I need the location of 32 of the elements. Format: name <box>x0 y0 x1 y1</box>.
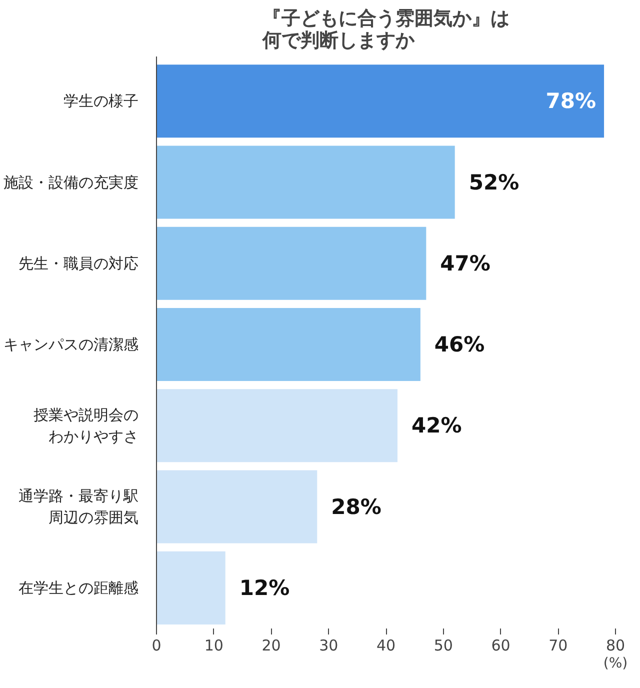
x-tick-label: 30 <box>319 636 338 654</box>
y-tick-label: 先生・職員の対応 <box>18 254 138 272</box>
data-label: 28% <box>331 494 382 519</box>
bar <box>156 389 398 462</box>
x-tick-label: 70 <box>548 636 568 654</box>
bar <box>156 64 604 138</box>
x-tick-label: 0 <box>152 636 162 654</box>
data-label: 46% <box>434 332 485 357</box>
y-tick-label: 学生の様子 <box>64 92 138 110</box>
chart-title: 『子どもに合う雰囲気か』は何で判断しますか <box>262 8 510 52</box>
x-tick-label: 20 <box>262 636 281 654</box>
data-label: 78% <box>546 89 596 114</box>
data-label: 52% <box>468 170 520 194</box>
y-tick-label: キャンパスの清潔感 <box>4 336 138 354</box>
bar <box>156 551 226 624</box>
bar <box>156 226 426 300</box>
x-axis-title: (%) <box>603 656 628 672</box>
x-tick-label: 50 <box>434 636 453 654</box>
x-tick-label: 60 <box>491 636 510 654</box>
data-label: 12% <box>239 576 290 600</box>
x-tick-label: 80 <box>606 636 626 654</box>
x-tick-label: 10 <box>204 636 224 654</box>
bar <box>156 146 455 219</box>
bar <box>156 470 318 544</box>
y-tick-label: 通学路・最寄り駅周辺の雰囲気 <box>18 487 138 527</box>
data-label: 47% <box>440 251 490 276</box>
y-tick-label: 授業や説明会のわかりやすさ <box>34 406 138 446</box>
bar <box>156 308 420 382</box>
data-label: 42% <box>411 414 462 438</box>
y-tick-label: 施設・設備の充実度 <box>4 173 138 192</box>
y-tick-label: 在学生との距離感 <box>18 578 138 597</box>
x-tick-label: 40 <box>376 636 396 654</box>
